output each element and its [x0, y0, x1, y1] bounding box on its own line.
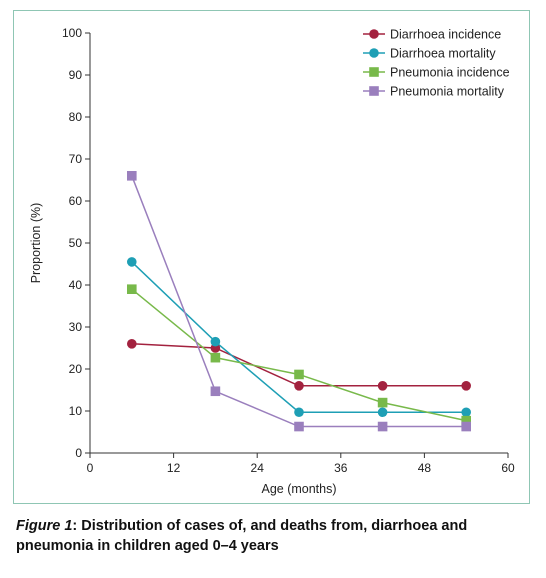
figure-caption: Figure 1: Distribution of cases of, and …	[16, 516, 526, 556]
legend-marker	[369, 48, 379, 58]
x-tick-label: 24	[251, 461, 265, 475]
legend-label: Diarrhoea incidence	[390, 28, 501, 42]
data-point	[210, 386, 221, 397]
y-tick-label: 40	[69, 278, 83, 292]
data-point	[377, 407, 388, 418]
series-line	[131, 343, 467, 387]
x-tick-label: 0	[87, 461, 94, 475]
legend-label: Pneumonia incidence	[390, 66, 510, 80]
data-point	[127, 171, 137, 181]
data-point	[377, 397, 388, 408]
data-point	[127, 257, 137, 267]
y-tick-label: 10	[69, 404, 83, 418]
chart-markers	[127, 171, 472, 432]
data-point	[461, 415, 471, 426]
y-axis-label: Proportion (%)	[29, 203, 43, 284]
data-point	[461, 407, 472, 418]
x-tick-label: 48	[418, 461, 432, 475]
legend-marker	[369, 86, 379, 96]
y-tick-label: 20	[69, 362, 83, 376]
y-tick-label: 90	[69, 68, 83, 82]
data-point	[210, 336, 221, 347]
data-point	[210, 352, 221, 363]
legend-marker	[369, 29, 379, 39]
chart-axes: 0 10 20 30 40 50 60 70 80 90 100 0 12 24 36 48 60	[62, 26, 515, 475]
x-tick-label: 36	[334, 461, 348, 475]
data-point	[294, 369, 304, 380]
x-axis-label: Age (months)	[261, 482, 336, 496]
y-tick-label: 0	[75, 446, 82, 460]
caption-label: Figure 1	[16, 518, 73, 534]
data-point	[377, 421, 388, 432]
data-point	[294, 421, 304, 432]
data-point	[127, 339, 137, 349]
chart-legend: Diarrhoea incidence Diarrhoea mortality Pn…	[363, 28, 510, 99]
data-point	[461, 421, 471, 432]
data-point	[294, 381, 304, 391]
y-tick-label: 60	[69, 194, 83, 208]
legend-label: Diarrhoea mortality	[390, 47, 496, 61]
figure-frame	[13, 10, 530, 504]
y-tick-label: 80	[69, 110, 83, 124]
caption-text: : Distribution of cases of, and deaths f…	[16, 518, 468, 554]
x-tick-label: 12	[167, 461, 181, 475]
data-point	[377, 381, 388, 391]
data-point	[127, 284, 137, 294]
y-tick-label: 70	[69, 152, 83, 166]
data-point	[461, 381, 472, 391]
legend-marker	[369, 67, 379, 77]
legend-label: Pneumonia mortality	[390, 85, 505, 99]
y-tick-label: 50	[69, 236, 83, 250]
line-chart: 0 10 20 30 40 50 60 70 80 90 100 0 12 24 36 48 60 Diarrh…	[29, 26, 515, 496]
y-tick-label: 30	[69, 320, 83, 334]
y-tick-label: 100	[62, 26, 82, 40]
data-point	[294, 407, 304, 418]
x-tick-label: 60	[501, 461, 515, 475]
